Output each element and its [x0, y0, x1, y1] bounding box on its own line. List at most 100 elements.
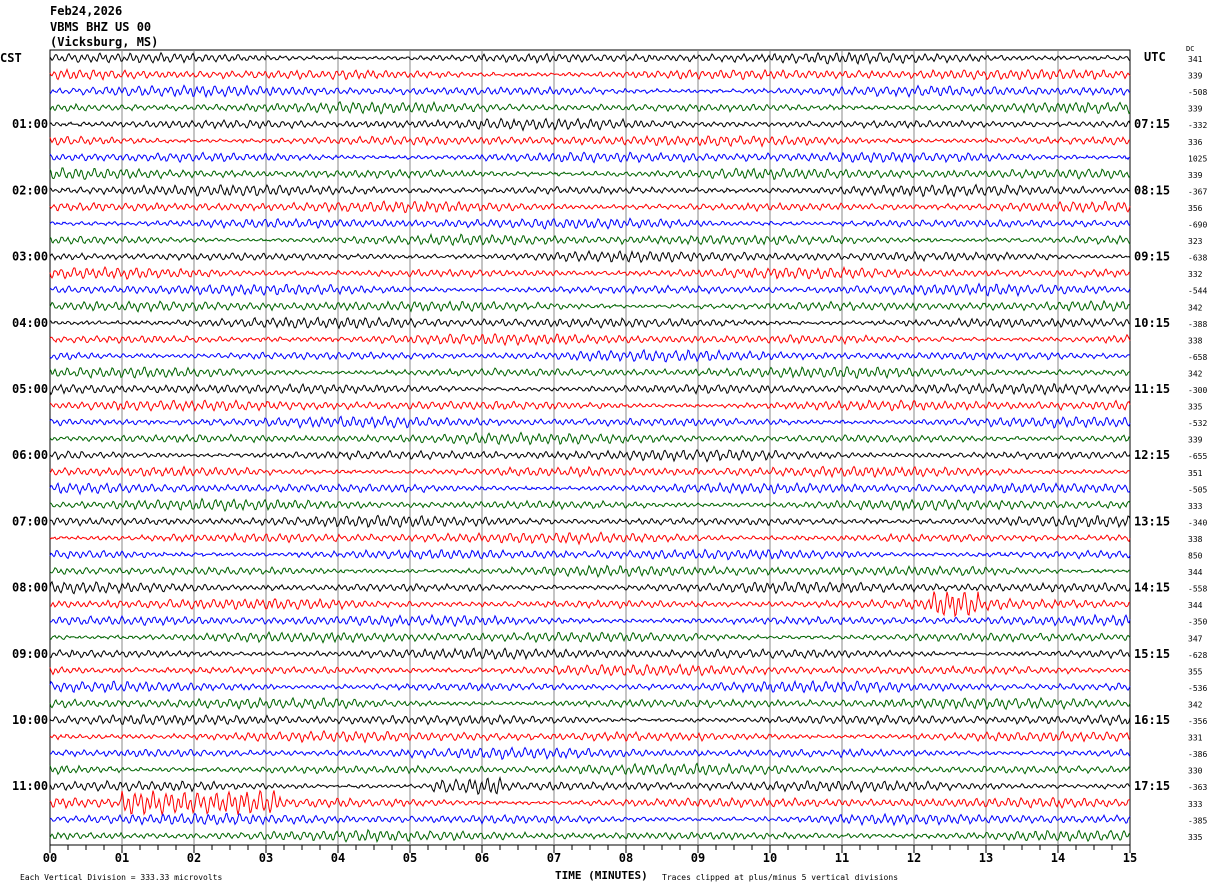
right-hour-label: 13:15 — [1134, 514, 1170, 528]
seismic-trace — [49, 762, 1131, 776]
seismic-trace — [49, 84, 1131, 99]
x-tick-label: 12 — [907, 851, 921, 865]
dc-offset-label: -367 — [1188, 187, 1207, 196]
right-hour-label: 11:15 — [1134, 382, 1170, 396]
dc-offset-label: -532 — [1188, 419, 1207, 428]
x-tick-label: 08 — [619, 851, 633, 865]
seismic-trace — [49, 531, 1131, 546]
seismic-trace — [49, 183, 1131, 198]
seismic-trace — [49, 591, 1131, 618]
x-tick-label: 14 — [1051, 851, 1065, 865]
seismic-trace — [49, 117, 1131, 132]
seismic-trace — [49, 151, 1131, 164]
right-hour-label: 10:15 — [1134, 316, 1170, 330]
dc-offset-label: 356 — [1188, 204, 1203, 213]
right-hour-label: 17:15 — [1134, 779, 1170, 793]
x-tick-label: 06 — [475, 851, 489, 865]
right-hour-label: 14:15 — [1134, 581, 1170, 595]
dc-offset-label: 330 — [1188, 767, 1203, 776]
seismic-trace — [49, 663, 1131, 677]
x-tick-label: 01 — [115, 851, 129, 865]
right-hour-label: 16:15 — [1134, 713, 1170, 727]
dc-offset-label: 339 — [1188, 171, 1203, 180]
right-hour-label: 15:15 — [1134, 647, 1170, 661]
dc-offset-label: 339 — [1188, 105, 1203, 114]
right-hour-label: 12:15 — [1134, 448, 1170, 462]
dc-offset-label: -388 — [1188, 320, 1207, 329]
seismic-trace — [49, 100, 1131, 115]
dc-offset-label: 336 — [1188, 138, 1203, 147]
dc-offset-label: 347 — [1188, 634, 1203, 643]
dc-offset-label: 355 — [1188, 667, 1203, 676]
seismic-trace — [49, 316, 1131, 330]
x-tick-label: 03 — [259, 851, 273, 865]
right-hour-label: 08:15 — [1134, 183, 1170, 197]
dc-offset-label: 339 — [1188, 72, 1203, 81]
x-tick-label: 11 — [835, 851, 849, 865]
dc-offset-label: -628 — [1188, 651, 1207, 660]
seismic-trace — [49, 448, 1131, 463]
dc-offset-label: 344 — [1188, 601, 1203, 610]
dc-offset-label: 850 — [1188, 552, 1203, 561]
seismic-trace — [49, 580, 1131, 595]
dc-offset-label: 323 — [1188, 237, 1203, 246]
dc-offset-label: -340 — [1188, 518, 1207, 527]
right-hour-label: 09:15 — [1134, 250, 1170, 264]
seismic-trace — [49, 828, 1131, 843]
left-hour-label: 01:00 — [12, 117, 48, 131]
seismic-trace — [49, 775, 1131, 796]
seismic-trace — [49, 481, 1131, 496]
dc-offset-label: 341 — [1188, 55, 1203, 64]
left-hour-label: 05:00 — [12, 382, 48, 396]
dc-offset-label: 335 — [1188, 833, 1203, 842]
dc-offset-label: -300 — [1188, 386, 1207, 395]
dc-offset-label: 344 — [1188, 568, 1203, 577]
x-tick-label: 05 — [403, 851, 417, 865]
dc-offset-label: 339 — [1188, 436, 1203, 445]
seismic-trace — [49, 67, 1131, 81]
x-tick-label: 15 — [1123, 851, 1137, 865]
dc-offset-label: -356 — [1188, 717, 1207, 726]
seismic-trace — [49, 789, 1130, 816]
plot-frame — [49, 49, 1131, 846]
x-axis-label: TIME (MINUTES) — [555, 869, 648, 882]
left-hour-label: CST — [0, 51, 22, 65]
seismic-trace — [49, 679, 1131, 694]
left-hour-label: 04:00 — [12, 316, 48, 330]
seismic-trace — [49, 200, 1131, 214]
dc-offset-label: -638 — [1188, 254, 1207, 263]
seismic-trace — [49, 249, 1131, 264]
seismic-trace — [49, 415, 1131, 430]
date-label: Feb24,2026 — [50, 4, 123, 18]
seismic-trace — [49, 134, 1131, 148]
dc-offset-label: -505 — [1188, 485, 1207, 494]
seismic-trace — [49, 332, 1131, 347]
seismic-trace — [49, 630, 1131, 644]
seismic-trace — [49, 514, 1131, 529]
seismic-trace — [49, 266, 1131, 281]
x-tick-label: 09 — [691, 851, 705, 865]
x-tick-label: 07 — [547, 851, 561, 865]
seismic-trace — [49, 465, 1131, 479]
seismic-trace — [49, 348, 1131, 363]
seismic-trace — [49, 729, 1131, 744]
seismic-trace — [49, 431, 1131, 446]
dc-offset-label: 342 — [1188, 369, 1203, 378]
seismic-trace — [49, 232, 1131, 247]
dc-offset-label: -332 — [1188, 121, 1207, 130]
seismic-trace — [49, 613, 1131, 628]
x-tick-label: 10 — [763, 851, 777, 865]
dc-offset-label: -385 — [1188, 816, 1207, 825]
x-tick-label: 02 — [187, 851, 201, 865]
seismic-trace — [49, 382, 1131, 396]
dc-offset-label: -655 — [1188, 452, 1207, 461]
dc-offset-label: -508 — [1188, 88, 1207, 97]
dc-offset-label: -536 — [1188, 684, 1207, 693]
dc-offset-label: -350 — [1188, 618, 1207, 627]
dc-offset-label: 338 — [1188, 336, 1203, 345]
dc-offset-label: 342 — [1188, 700, 1203, 709]
dc-offset-label: -690 — [1188, 221, 1207, 230]
x-tick-label: 13 — [979, 851, 993, 865]
left-hour-label: 02:00 — [12, 183, 48, 197]
